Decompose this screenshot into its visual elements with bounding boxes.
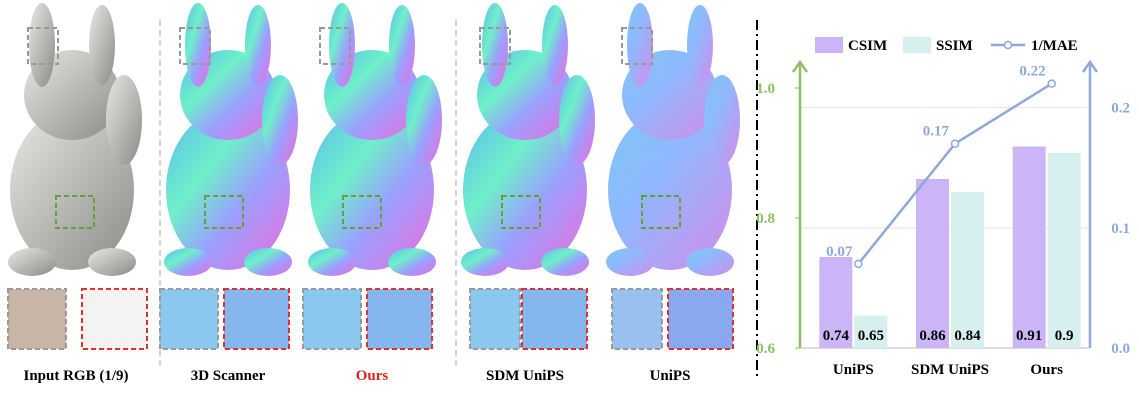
- data-label: 0.17: [923, 124, 950, 140]
- data-label: 0.74: [823, 328, 850, 344]
- legend-swatch: [903, 37, 931, 53]
- x-tick-label: SDM UniPS: [911, 362, 989, 378]
- bar: [1047, 153, 1081, 348]
- data-label: 0.07: [826, 244, 853, 260]
- data-label: 0.91: [1016, 328, 1042, 344]
- y2-tick-label: 0.2: [1111, 101, 1130, 117]
- point: [1047, 79, 1056, 88]
- y-tick-label: 1.0: [756, 81, 775, 97]
- image: [308, 3, 442, 276]
- x-tick-label: UniPS: [833, 362, 874, 378]
- caption: UniPS: [650, 368, 691, 384]
- legend-label: CSIM: [848, 38, 887, 54]
- x-tick-label: Ours: [1030, 362, 1063, 378]
- y-tick-label: 0.8: [756, 211, 775, 227]
- caption: Ours: [356, 368, 389, 384]
- image: [606, 3, 740, 276]
- legend-label: 1/MAE: [1031, 38, 1078, 54]
- y-arrow: [791, 59, 809, 73]
- data-label: 0.65: [858, 328, 884, 344]
- y-tick-label: 0.6: [756, 341, 775, 357]
- data-label: 0.86: [919, 328, 946, 344]
- bar: [951, 192, 984, 348]
- caption: 3D Scanner: [191, 368, 266, 384]
- data-label: 0.9: [1055, 328, 1074, 344]
- panels: Input RGB (1/9) 3D Scanner Ours SDM UniP…: [7, 3, 758, 384]
- image: [164, 3, 298, 276]
- caption: SDM UniPS: [486, 368, 564, 384]
- legend-marker: [1003, 40, 1013, 50]
- image: [461, 3, 595, 276]
- bar: [854, 315, 888, 348]
- y2-tick-label: 0.0: [1111, 341, 1130, 357]
- chart: 0.6 0.8 1.0 0.0 0.1 0.2 CSIM 0.74 0.86 0.91 SSIM 0.…: [756, 37, 1130, 378]
- y2-arrow: [1081, 59, 1099, 73]
- point: [854, 259, 863, 269]
- caption: Input RGB (1/9): [23, 368, 128, 384]
- boxes: [7, 27, 734, 350]
- data-label: 0.22: [1019, 64, 1045, 80]
- legend-label: SSIM: [936, 38, 973, 54]
- bar: [916, 179, 949, 348]
- y2-tick-label: 0.1: [1111, 221, 1130, 237]
- data-label: 0.84: [954, 328, 981, 344]
- bar: [1012, 146, 1046, 348]
- bar: [819, 257, 853, 348]
- legend-swatch: [815, 37, 843, 53]
- point: [950, 139, 960, 148]
